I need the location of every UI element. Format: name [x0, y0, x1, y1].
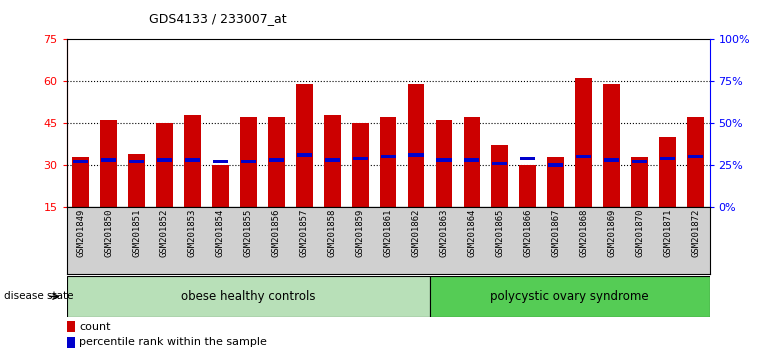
Bar — [492, 145, 508, 207]
Text: count: count — [79, 321, 111, 332]
Bar — [268, 118, 285, 207]
Text: GSM201871: GSM201871 — [663, 209, 672, 257]
Text: GSM201868: GSM201868 — [579, 209, 588, 257]
Text: GSM201850: GSM201850 — [104, 209, 113, 257]
Bar — [100, 120, 117, 207]
Text: GSM201853: GSM201853 — [188, 209, 197, 257]
Bar — [575, 78, 592, 207]
Bar — [604, 158, 619, 162]
Bar — [688, 155, 703, 158]
Bar — [604, 84, 620, 207]
Bar — [576, 155, 591, 158]
Bar — [408, 153, 423, 157]
Text: GSM201869: GSM201869 — [607, 209, 616, 257]
Bar — [129, 160, 144, 164]
Bar — [269, 158, 284, 162]
Bar — [67, 321, 75, 332]
Bar — [631, 156, 648, 207]
Text: GSM201855: GSM201855 — [244, 209, 252, 257]
Text: GDS4133 / 233007_at: GDS4133 / 233007_at — [149, 12, 287, 25]
Text: GSM201861: GSM201861 — [383, 209, 393, 257]
Bar — [324, 115, 340, 207]
Bar — [241, 160, 256, 164]
Bar — [687, 118, 704, 207]
Bar — [521, 157, 535, 160]
Bar — [430, 276, 710, 317]
Bar — [436, 120, 452, 207]
Text: GSM201858: GSM201858 — [328, 209, 336, 257]
Bar — [463, 118, 481, 207]
Bar — [352, 123, 368, 207]
Bar — [67, 276, 430, 317]
Bar — [185, 158, 200, 162]
Text: GSM201870: GSM201870 — [635, 209, 644, 257]
Bar — [660, 157, 675, 160]
Text: GSM201856: GSM201856 — [272, 209, 281, 257]
Bar — [101, 158, 116, 162]
Bar — [547, 156, 564, 207]
Bar — [156, 123, 172, 207]
Bar — [437, 158, 452, 162]
Bar — [408, 84, 424, 207]
Text: GSM201859: GSM201859 — [356, 209, 365, 257]
Text: GSM201852: GSM201852 — [160, 209, 169, 257]
Bar — [240, 118, 256, 207]
Text: GSM201862: GSM201862 — [412, 209, 420, 257]
Bar — [296, 153, 312, 157]
Text: percentile rank within the sample: percentile rank within the sample — [79, 337, 267, 348]
Text: polycystic ovary syndrome: polycystic ovary syndrome — [491, 290, 649, 303]
Bar — [73, 160, 88, 164]
Bar — [157, 158, 172, 162]
Bar — [492, 162, 507, 165]
Bar — [379, 118, 397, 207]
Bar — [548, 164, 564, 167]
Bar — [464, 158, 480, 162]
Text: GSM201863: GSM201863 — [440, 209, 448, 257]
Text: obese healthy controls: obese healthy controls — [181, 290, 316, 303]
Bar — [632, 160, 647, 164]
Text: disease state: disease state — [4, 291, 74, 302]
Text: GSM201867: GSM201867 — [551, 209, 561, 257]
Bar — [296, 84, 313, 207]
Bar — [212, 165, 229, 207]
Text: GSM201864: GSM201864 — [467, 209, 477, 257]
Bar — [128, 154, 145, 207]
Text: GSM201872: GSM201872 — [691, 209, 700, 257]
Bar — [325, 158, 339, 162]
Bar — [212, 160, 228, 164]
Bar — [353, 157, 368, 160]
Text: GSM201854: GSM201854 — [216, 209, 225, 257]
Text: GSM201851: GSM201851 — [132, 209, 141, 257]
Text: GSM201849: GSM201849 — [76, 209, 85, 257]
Bar — [520, 165, 536, 207]
Bar — [67, 337, 75, 348]
Bar — [184, 115, 201, 207]
Text: GSM201857: GSM201857 — [299, 209, 309, 257]
Bar — [72, 156, 89, 207]
Bar — [659, 137, 676, 207]
Text: GSM201866: GSM201866 — [524, 209, 532, 257]
Bar — [380, 155, 396, 158]
Text: GSM201865: GSM201865 — [495, 209, 504, 257]
